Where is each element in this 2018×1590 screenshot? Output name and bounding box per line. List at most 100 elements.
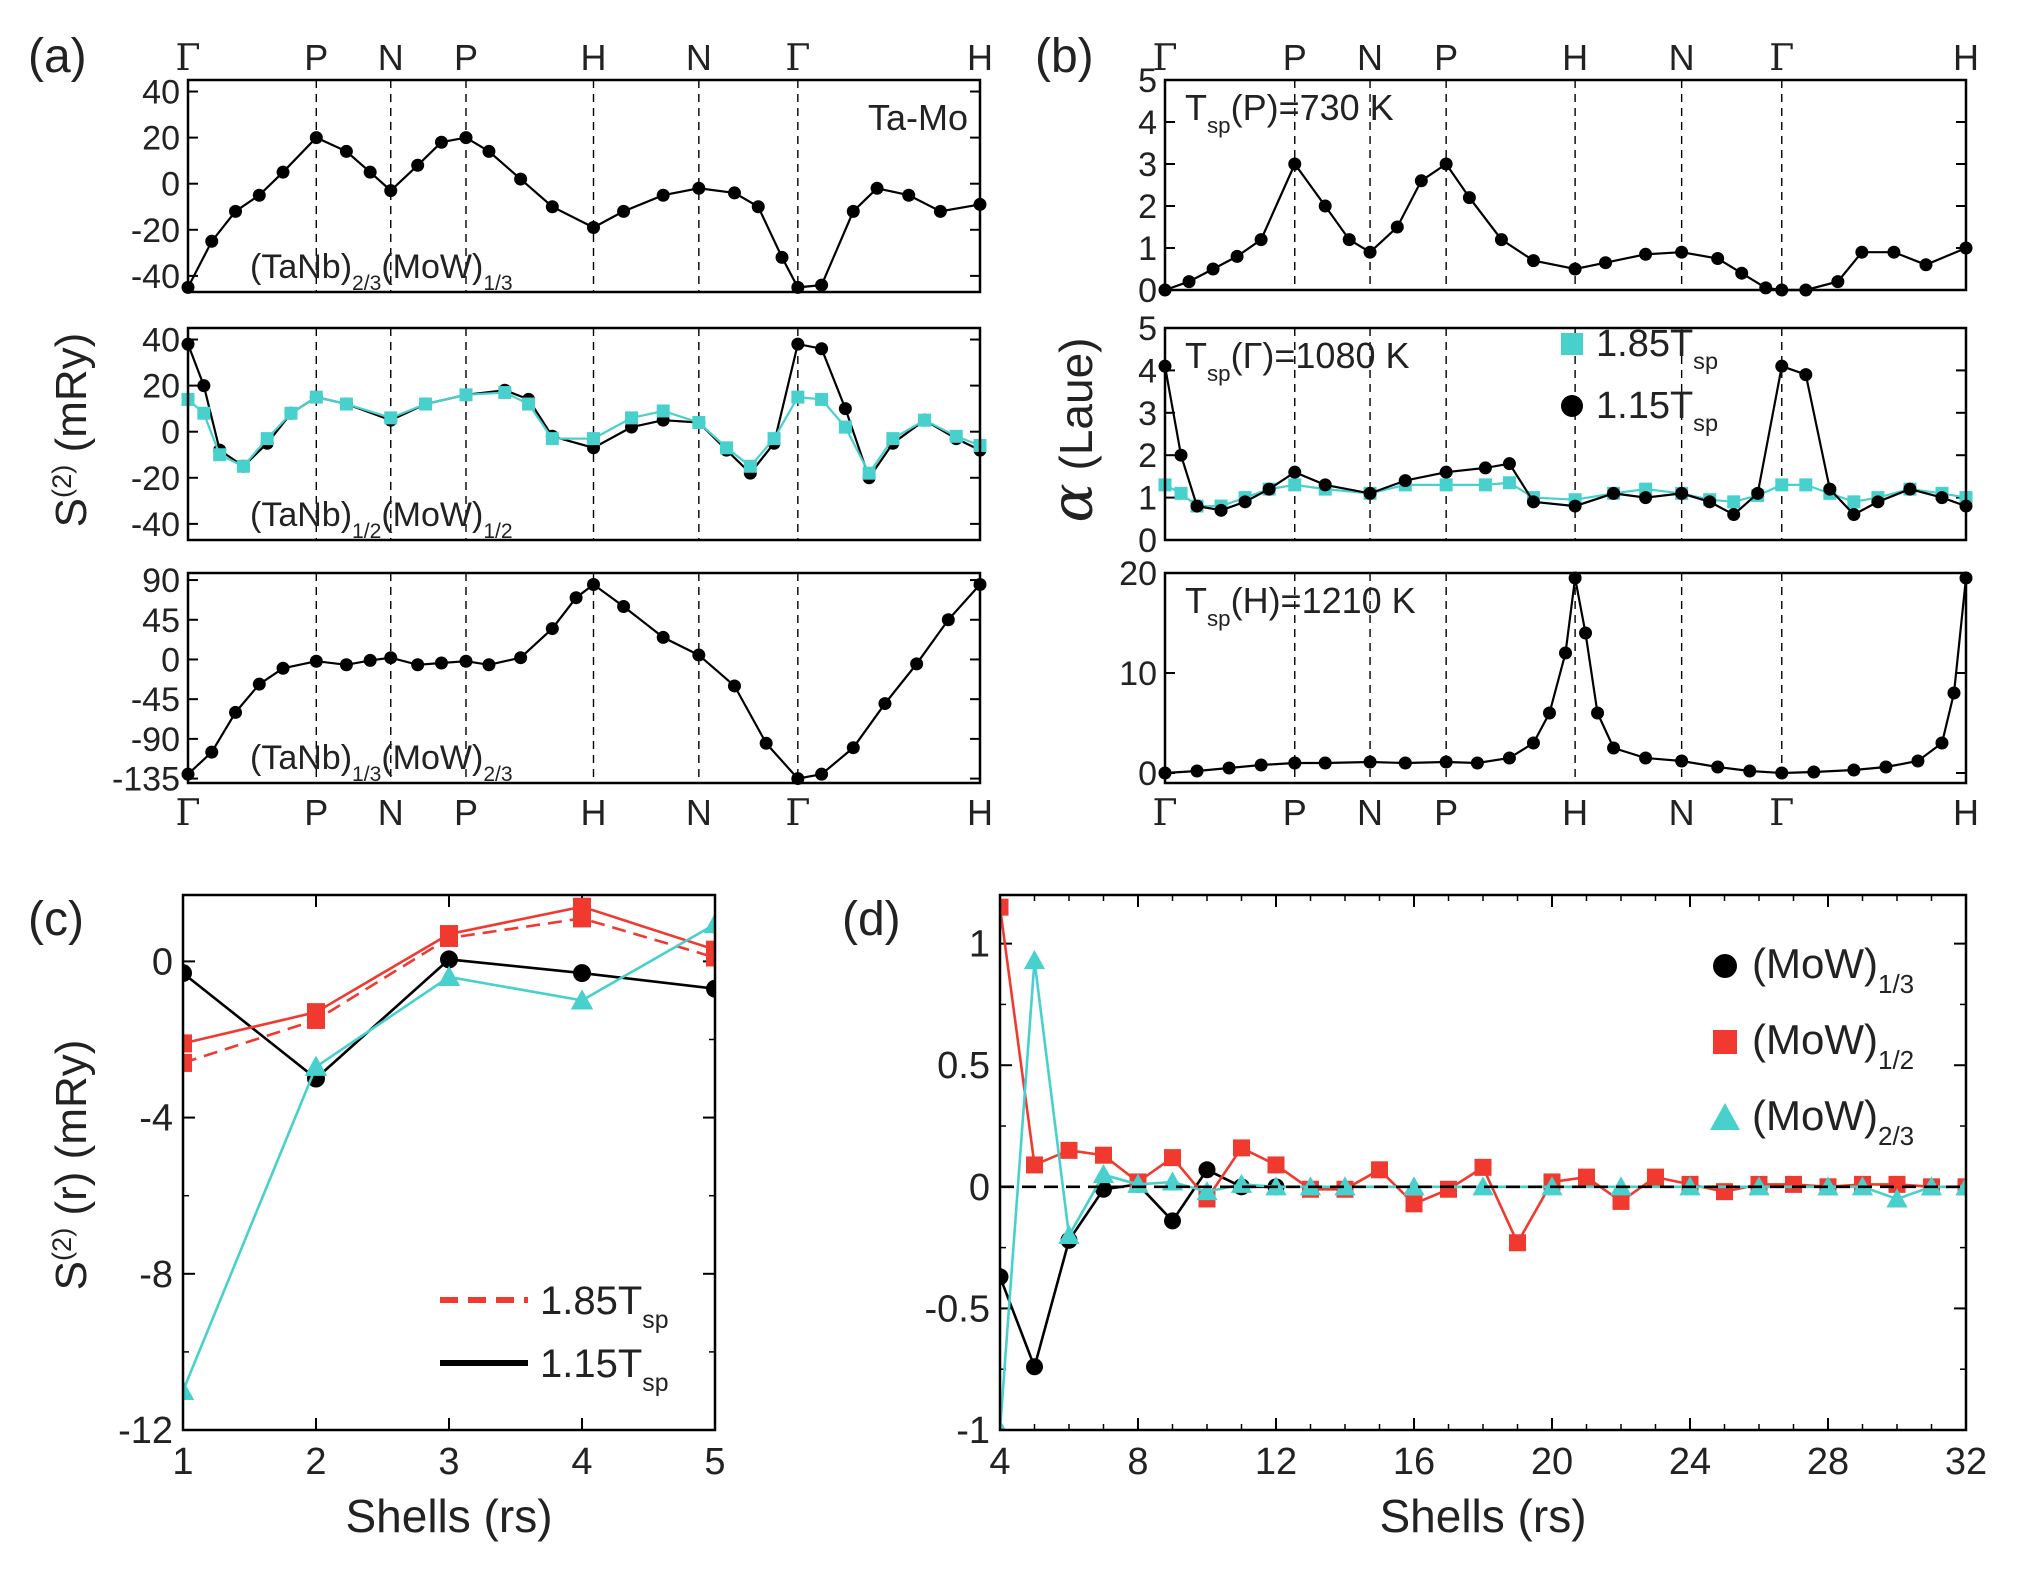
data-point bbox=[1233, 1139, 1250, 1157]
legend-label: 1.85Tsp bbox=[1596, 323, 1718, 374]
system-label: Ta-Mo bbox=[868, 97, 968, 138]
series-line bbox=[1164, 161, 1967, 292]
data-point bbox=[1847, 495, 1861, 509]
composition-label: (TaNb)1/2(MoW)1/2 bbox=[250, 496, 513, 543]
ytick-label: 40 bbox=[142, 322, 180, 360]
data-point bbox=[1334, 1176, 1356, 1196]
data-point bbox=[1799, 368, 1813, 382]
data-point bbox=[1174, 486, 1188, 500]
data-point bbox=[1578, 1168, 1595, 1186]
data-point bbox=[1847, 763, 1861, 777]
tsp-label-part: sp bbox=[1207, 113, 1231, 138]
data-point bbox=[587, 432, 601, 446]
legend-label: (MoW)1/3 bbox=[1752, 940, 1914, 999]
legend-label: (MoW)2/3 bbox=[1752, 1092, 1914, 1151]
xtick-label: 28 bbox=[1807, 1441, 1849, 1483]
xtick-label: 24 bbox=[1669, 1441, 1711, 1483]
data-point bbox=[692, 648, 706, 662]
legend-label: 1.85Tsp bbox=[540, 1279, 669, 1334]
data-point bbox=[1206, 262, 1220, 276]
data-point bbox=[1955, 1176, 1966, 1196]
y-axis-label: S(2) (r) (mRy) bbox=[46, 1040, 97, 1291]
ytick-label: -1 bbox=[956, 1410, 990, 1452]
data-point bbox=[307, 1010, 325, 1029]
data-point bbox=[933, 204, 947, 218]
data-point bbox=[1607, 741, 1621, 755]
data-point bbox=[1591, 706, 1605, 720]
data-point bbox=[1026, 1156, 1043, 1174]
data-point bbox=[656, 404, 670, 418]
xtick-label: 5 bbox=[704, 1441, 725, 1483]
data-point bbox=[1847, 508, 1861, 522]
data-point bbox=[1478, 478, 1492, 492]
xtick-label: 16 bbox=[1393, 1441, 1435, 1483]
data-point bbox=[1405, 1195, 1423, 1213]
data-point bbox=[1607, 486, 1621, 500]
data-point bbox=[284, 406, 298, 420]
data-point bbox=[1579, 626, 1593, 640]
xtick-label: 8 bbox=[1127, 1441, 1148, 1483]
xtick-label: 4 bbox=[989, 1441, 1010, 1483]
kpoint-label-bottom: Γ bbox=[785, 793, 810, 834]
kpoint-label-bottom: H bbox=[1562, 792, 1588, 833]
data-point bbox=[434, 656, 448, 670]
data-point bbox=[1509, 1234, 1526, 1252]
composition-label-part: 2/3 bbox=[352, 272, 381, 295]
data-point bbox=[545, 200, 559, 214]
panel-c: 1 2 3 4 5 0 -4 -8 -12 Shells (rs) (c) S(2) (r) (mRy… bbox=[28, 893, 726, 1542]
ytick-label: 20 bbox=[142, 120, 180, 158]
composition-label-part: 2/3 bbox=[483, 763, 512, 786]
data-point bbox=[411, 158, 425, 172]
data-point bbox=[183, 964, 192, 983]
data-point bbox=[570, 989, 594, 1010]
data-point bbox=[1785, 1175, 1802, 1193]
panel-d: 4 8 12 16 20 24 28 32 1 0.5 0 -0.5 -1 Shells (rs) (d) (… bbox=[842, 893, 1987, 1542]
data-point bbox=[1363, 755, 1377, 769]
data-point bbox=[1288, 478, 1302, 492]
kpoint-label-bottom: Γ bbox=[1769, 793, 1794, 834]
kpoint-label-top: N bbox=[1669, 37, 1695, 78]
data-point bbox=[1947, 686, 1961, 700]
data-point bbox=[870, 181, 884, 195]
data-point bbox=[434, 135, 448, 149]
legend-label: 1.15Tsp bbox=[1596, 385, 1718, 436]
data-point bbox=[1502, 457, 1516, 471]
kpoint-label-bottom: H bbox=[1953, 792, 1979, 833]
data-point bbox=[1318, 756, 1332, 770]
y-axis-label-part: (r) (mRy) bbox=[47, 1040, 96, 1228]
data-point bbox=[339, 658, 353, 672]
data-point bbox=[384, 411, 398, 425]
data-point bbox=[482, 658, 496, 672]
data-point bbox=[309, 390, 323, 404]
ytick-label: -4 bbox=[139, 1098, 173, 1140]
ytick-label: -8 bbox=[139, 1254, 173, 1296]
kpoint-label-bottom: N bbox=[1357, 792, 1383, 833]
data-point bbox=[1262, 482, 1276, 496]
xtick-label: 12 bbox=[1255, 1441, 1297, 1483]
data-point bbox=[1831, 275, 1845, 289]
data-point bbox=[1823, 482, 1837, 496]
data-point bbox=[363, 653, 377, 667]
data-point bbox=[1775, 478, 1789, 492]
kpoint-label-bottom: N bbox=[378, 792, 404, 833]
data-point bbox=[1164, 1149, 1181, 1167]
data-point bbox=[1230, 1173, 1253, 1193]
kpoint-label-top: Γ bbox=[1153, 38, 1178, 79]
data-point bbox=[902, 188, 916, 202]
tsp-label: Tsp(Γ)=1080 K bbox=[1185, 335, 1410, 386]
data-point bbox=[1214, 503, 1228, 517]
data-point bbox=[1474, 1158, 1492, 1176]
ytick-label: 20 bbox=[142, 368, 180, 406]
kpoint-label-top: H bbox=[1953, 37, 1979, 78]
kpoint-label-top: N bbox=[1357, 37, 1383, 78]
ytick-label: 2 bbox=[1138, 437, 1157, 475]
legend-marker bbox=[1713, 954, 1737, 978]
kpoint-label-top: P bbox=[454, 37, 478, 78]
data-point bbox=[775, 250, 789, 264]
xtick-label: 20 bbox=[1531, 1441, 1573, 1483]
plot-frame bbox=[186, 326, 982, 542]
data-point bbox=[1568, 499, 1582, 513]
kpoint-label-top: Γ bbox=[785, 38, 810, 79]
data-point bbox=[1502, 476, 1516, 490]
